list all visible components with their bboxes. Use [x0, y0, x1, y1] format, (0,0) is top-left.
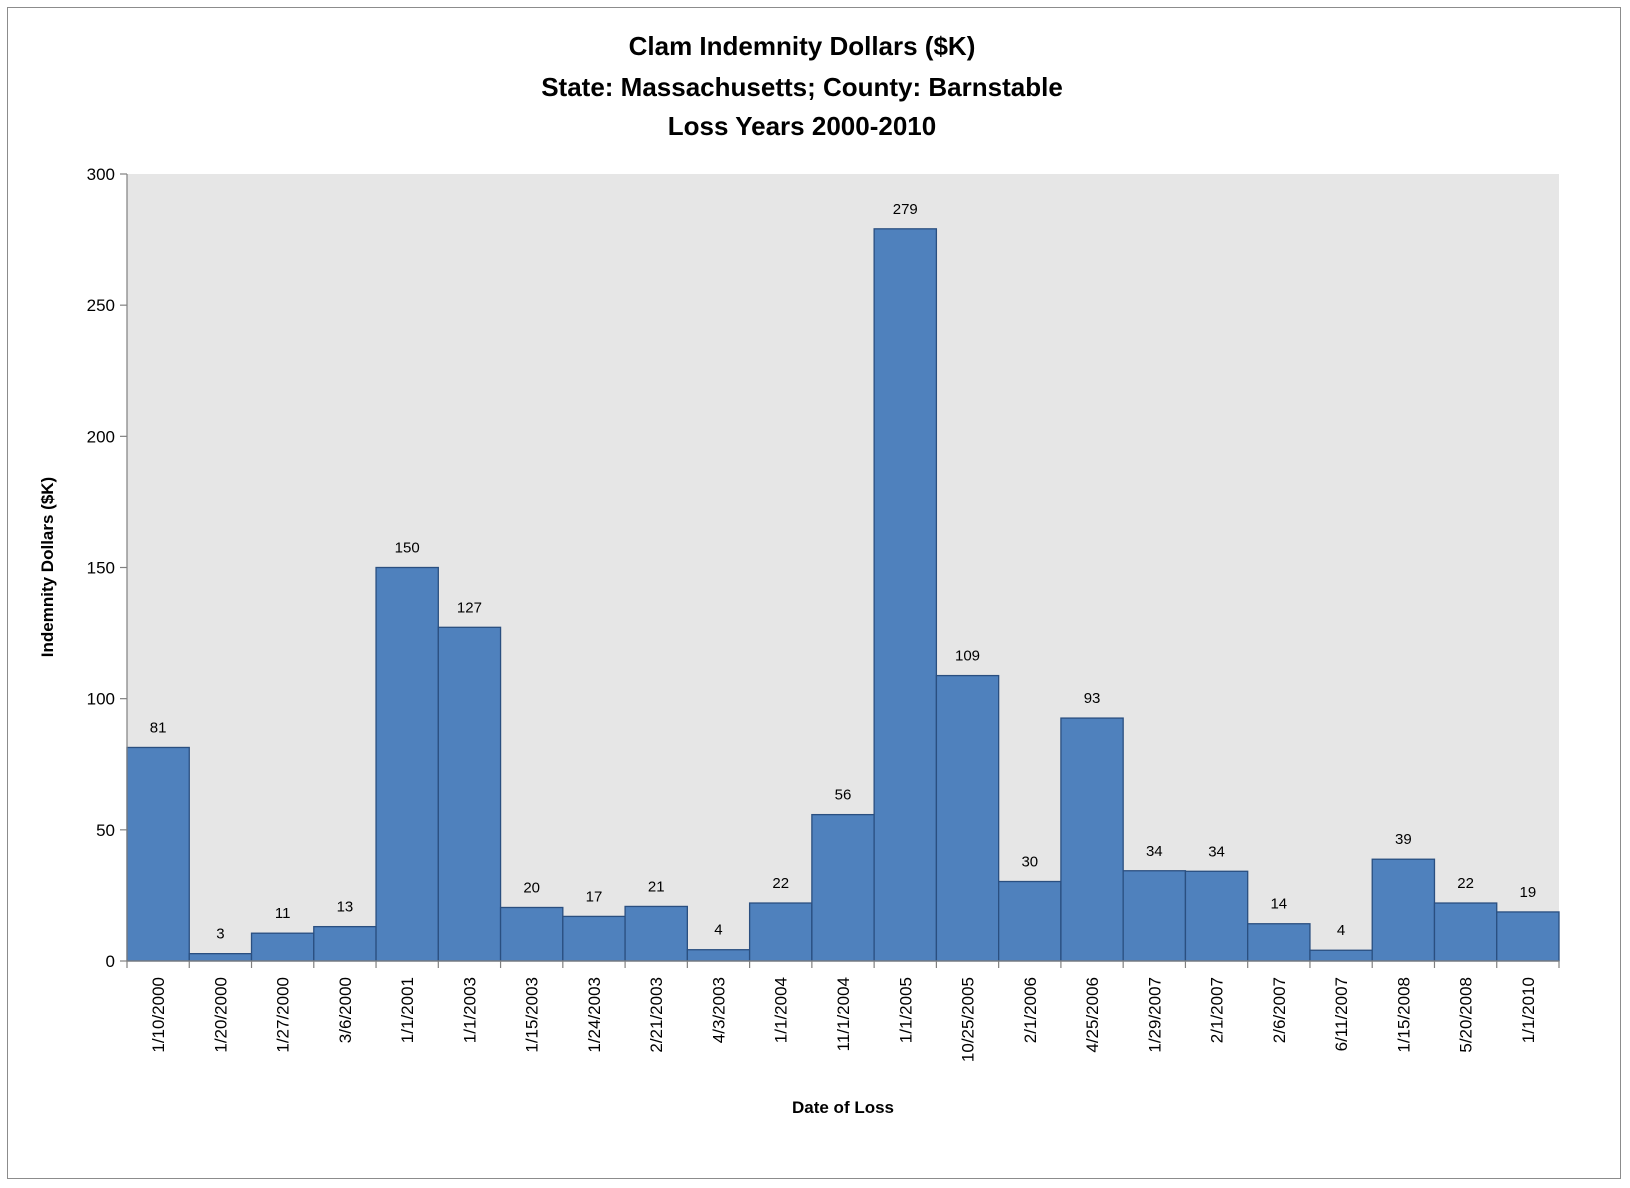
- x-tick-label: 6/11/2007: [1332, 977, 1351, 1051]
- y-tick-label: 50: [96, 821, 115, 840]
- chart-title-line-3: Loss Years 2000-2010: [668, 111, 936, 141]
- bar: [437, 626, 502, 962]
- bar: [998, 880, 1062, 962]
- data-label: 81: [150, 719, 167, 736]
- x-tick-label: 1/15/2008: [1394, 977, 1413, 1053]
- y-tick-label: 0: [106, 952, 115, 971]
- x-tick-label: 4/25/2006: [1083, 977, 1102, 1053]
- bar: [1184, 870, 1249, 962]
- bar: [935, 674, 1000, 962]
- x-tick-label: 2/6/2007: [1270, 977, 1289, 1043]
- data-label: 4: [1337, 922, 1345, 939]
- y-tick-label: 300: [87, 165, 115, 184]
- chart: Clam Indemnity Dollars ($K) State: Massa…: [38, 31, 1560, 1117]
- data-label: 11: [275, 905, 291, 922]
- bar: [499, 906, 564, 962]
- bar: [375, 566, 439, 962]
- bar: [624, 905, 688, 962]
- x-tick-label: 2/21/2003: [647, 977, 666, 1053]
- x-tick-label: 4/3/2003: [709, 977, 728, 1043]
- data-label: 22: [772, 875, 789, 892]
- data-label: 34: [1146, 843, 1163, 860]
- data-label: 14: [1270, 896, 1287, 913]
- x-axis-ticks: 1/10/2000 1/20/2000 1/27/2000 3/6/2000 1/1/2…: [126, 961, 1560, 1062]
- x-tick-label: 1/1/2010: [1519, 977, 1538, 1043]
- bar: [686, 949, 751, 962]
- y-axis-ticks: 0 50 100 150 200 250 300: [87, 165, 127, 971]
- y-axis-title: Indemnity Dollars ($K): [38, 477, 57, 657]
- x-tick-label: 1/1/2005: [896, 977, 915, 1043]
- data-label: 150: [395, 540, 420, 557]
- data-label: 3: [216, 926, 224, 943]
- x-axis-title: Date of Loss: [792, 1098, 894, 1117]
- x-tick-label: 1/29/2007: [1145, 977, 1164, 1053]
- data-label: 20: [523, 879, 540, 896]
- data-label: 93: [1084, 690, 1101, 707]
- x-tick-label: 1/10/2000: [149, 977, 168, 1053]
- data-label: 56: [835, 787, 852, 804]
- chart-frame: Clam Indemnity Dollars ($K) State: Massa…: [7, 7, 1621, 1179]
- data-labels-group: 81 3 11 13 150 127 20 17 21 4 22 56 279 109 30 93 34 34 14…: [150, 201, 1536, 943]
- x-tick-label: 1/20/2000: [211, 977, 230, 1053]
- data-label: 279: [893, 201, 918, 218]
- x-tick-label: 2/1/2006: [1021, 977, 1040, 1043]
- data-label: 22: [1457, 875, 1474, 892]
- x-tick-label: 1/1/2004: [772, 977, 791, 1043]
- x-tick-label: 2/1/2007: [1208, 977, 1227, 1043]
- y-tick-label: 150: [87, 559, 115, 578]
- bar: [1309, 949, 1373, 962]
- bar: [313, 925, 377, 962]
- bar: [188, 953, 253, 962]
- data-label: 30: [1021, 854, 1038, 871]
- data-label: 21: [648, 878, 665, 895]
- x-tick-label: 10/25/2005: [959, 977, 978, 1062]
- x-tick-label: 3/6/2000: [336, 977, 355, 1043]
- bar: [811, 813, 875, 962]
- bar: [1247, 923, 1311, 962]
- bars-group: [126, 228, 1560, 962]
- x-tick-label: 1/24/2003: [585, 977, 604, 1053]
- data-label: 34: [1208, 843, 1225, 860]
- y-tick-label: 200: [87, 427, 115, 446]
- data-label: 109: [955, 648, 980, 665]
- data-label: 127: [457, 599, 482, 616]
- x-tick-label: 1/15/2003: [523, 977, 542, 1053]
- bar: [250, 932, 315, 962]
- data-label: 13: [337, 899, 354, 916]
- bar: [873, 228, 938, 962]
- y-tick-label: 250: [87, 296, 115, 315]
- bar: [1496, 911, 1560, 962]
- bar: [1122, 870, 1187, 962]
- data-label: 39: [1395, 831, 1412, 848]
- x-tick-label: 1/1/2001: [398, 977, 417, 1043]
- x-tick-label: 1/27/2000: [274, 977, 293, 1053]
- data-label: 19: [1520, 884, 1537, 901]
- chart-title-line-2: State: Massachusetts; County: Barnstable: [541, 72, 1063, 102]
- bar: [1433, 902, 1498, 962]
- bar: [1060, 717, 1124, 962]
- data-label: 4: [714, 922, 722, 939]
- bar: [126, 746, 190, 962]
- x-tick-label: 11/1/2004: [834, 977, 853, 1051]
- chart-title-line-1: Clam Indemnity Dollars ($K): [629, 31, 976, 61]
- x-tick-label: 1/1/2003: [460, 977, 479, 1043]
- y-tick-label: 100: [87, 690, 115, 709]
- bar: [748, 902, 813, 962]
- data-label: 17: [586, 888, 603, 905]
- x-tick-label: 5/20/2008: [1457, 977, 1476, 1053]
- bar: [1371, 858, 1436, 962]
- bar: [562, 915, 626, 962]
